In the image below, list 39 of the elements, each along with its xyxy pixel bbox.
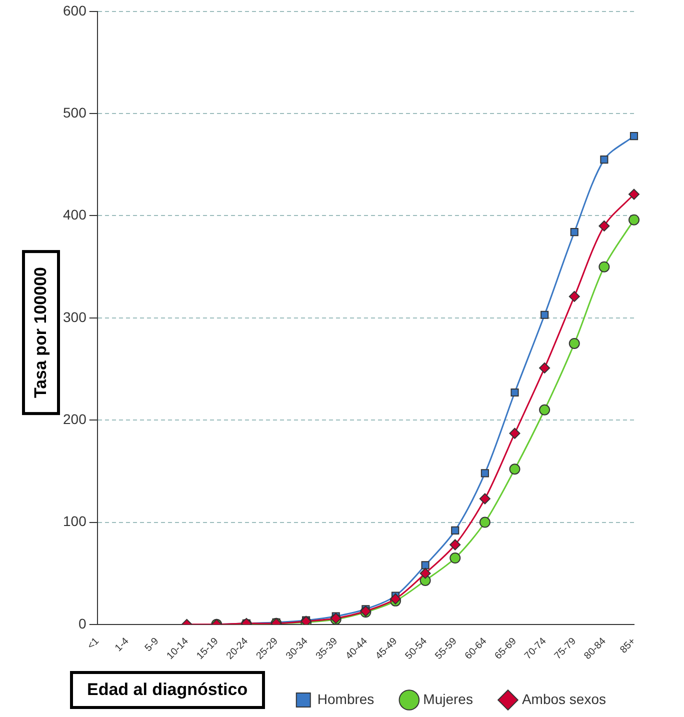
point (598, 261, 610, 272)
point (539, 362, 550, 374)
point (451, 526, 460, 534)
point (450, 552, 461, 564)
point (539, 404, 550, 416)
point (509, 464, 520, 475)
point (568, 290, 580, 302)
point (628, 214, 640, 226)
point (630, 132, 638, 140)
point (479, 493, 490, 504)
x-axis-title: Edad al diagnóstico (70, 671, 265, 709)
point (479, 516, 490, 528)
x-tick-label: 5-9 (143, 636, 162, 654)
point (421, 561, 430, 570)
x-tick-label: 85+ (618, 636, 638, 656)
point (480, 469, 489, 478)
point (628, 188, 640, 200)
y-axis-title: Tasa por 100000 (22, 250, 60, 416)
point (568, 338, 580, 349)
point (540, 310, 549, 319)
point (510, 388, 519, 397)
y-tick-label: 500 (63, 104, 87, 120)
point (450, 539, 461, 550)
point (509, 428, 520, 439)
y-tick-label: 0 (78, 615, 87, 632)
y-tick-label: 100 (63, 513, 87, 530)
legend-label: Mujeres (423, 690, 473, 707)
y-tick-label: 400 (63, 206, 87, 223)
point (600, 156, 608, 164)
point (570, 228, 578, 236)
legend-label: Hombres (317, 690, 374, 707)
y-tick-label: 600 (63, 2, 87, 18)
x-tick-label: 1-4 (113, 636, 132, 654)
x-tick-label: <1 (86, 636, 102, 652)
point (598, 220, 610, 232)
point (420, 568, 431, 579)
y-tick-label: 300 (63, 308, 87, 325)
legend-label: Ambos sexos (522, 690, 606, 707)
y-tick-label: 200 (63, 410, 87, 427)
